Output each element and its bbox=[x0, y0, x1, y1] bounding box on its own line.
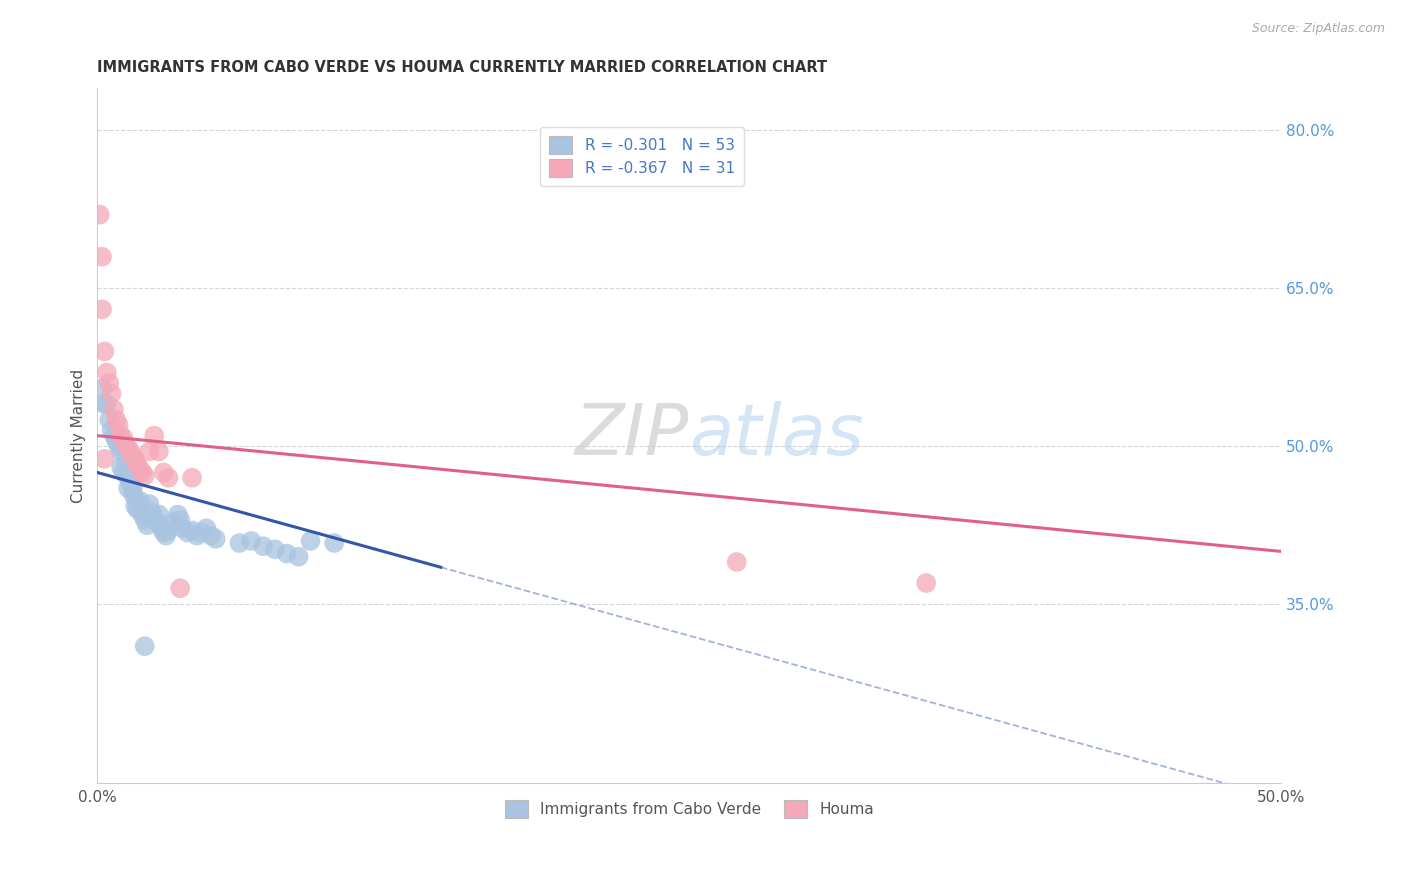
Point bbox=[124, 499, 146, 513]
Point bbox=[195, 521, 218, 535]
Point bbox=[117, 442, 139, 456]
Point bbox=[152, 466, 174, 480]
Point bbox=[107, 418, 129, 433]
Point bbox=[143, 510, 166, 524]
Point bbox=[287, 549, 309, 564]
Legend: Immigrants from Cabo Verde, Houma: Immigrants from Cabo Verde, Houma bbox=[499, 794, 880, 824]
Point bbox=[93, 451, 115, 466]
Point bbox=[169, 582, 191, 596]
Point bbox=[129, 494, 152, 508]
Point bbox=[105, 413, 128, 427]
Point bbox=[129, 462, 152, 476]
Point bbox=[176, 525, 198, 540]
Point bbox=[157, 524, 180, 538]
Point bbox=[264, 542, 287, 557]
Point bbox=[148, 508, 170, 522]
Point bbox=[200, 529, 222, 543]
Point bbox=[103, 402, 125, 417]
Point bbox=[152, 525, 174, 540]
Point bbox=[122, 481, 145, 495]
Point bbox=[110, 428, 132, 442]
Point bbox=[93, 397, 115, 411]
Text: atlas: atlas bbox=[689, 401, 865, 470]
Point bbox=[91, 250, 114, 264]
Point bbox=[181, 471, 204, 485]
Point bbox=[122, 450, 145, 464]
Point bbox=[150, 521, 173, 535]
Point bbox=[299, 533, 322, 548]
Point bbox=[96, 397, 118, 411]
Point bbox=[122, 486, 145, 500]
Point bbox=[323, 536, 346, 550]
Point bbox=[110, 444, 132, 458]
Point bbox=[162, 515, 184, 529]
Point bbox=[117, 471, 139, 485]
Text: ZIP: ZIP bbox=[575, 401, 689, 470]
Point bbox=[107, 439, 129, 453]
Point bbox=[145, 515, 167, 529]
Point bbox=[124, 491, 146, 506]
Point bbox=[240, 533, 263, 548]
Text: Source: ZipAtlas.com: Source: ZipAtlas.com bbox=[1251, 22, 1385, 36]
Point bbox=[120, 444, 142, 458]
Point bbox=[127, 502, 149, 516]
Point bbox=[915, 576, 938, 591]
Point bbox=[204, 532, 226, 546]
Point bbox=[112, 466, 135, 480]
Point bbox=[148, 444, 170, 458]
Point bbox=[186, 529, 208, 543]
Point bbox=[190, 525, 212, 540]
Y-axis label: Currently Married: Currently Married bbox=[72, 368, 86, 503]
Point bbox=[167, 508, 190, 522]
Point bbox=[89, 208, 111, 222]
Point bbox=[114, 451, 136, 466]
Point bbox=[136, 518, 159, 533]
Point bbox=[98, 413, 121, 427]
Point bbox=[127, 458, 149, 472]
Point bbox=[120, 476, 142, 491]
Point bbox=[117, 481, 139, 495]
Point bbox=[100, 386, 122, 401]
Point bbox=[96, 366, 118, 380]
Point bbox=[134, 468, 156, 483]
Point bbox=[157, 471, 180, 485]
Point bbox=[131, 508, 153, 522]
Point bbox=[143, 428, 166, 442]
Point bbox=[725, 555, 748, 569]
Point bbox=[98, 376, 121, 390]
Point bbox=[134, 513, 156, 527]
Point bbox=[105, 434, 128, 448]
Point bbox=[134, 639, 156, 653]
Point bbox=[91, 381, 114, 395]
Point bbox=[169, 513, 191, 527]
Point bbox=[112, 431, 135, 445]
Point bbox=[172, 521, 194, 535]
Point bbox=[124, 453, 146, 467]
Point bbox=[114, 437, 136, 451]
Point bbox=[138, 497, 160, 511]
Point bbox=[141, 506, 163, 520]
Point bbox=[131, 466, 153, 480]
Text: IMMIGRANTS FROM CABO VERDE VS HOUMA CURRENTLY MARRIED CORRELATION CHART: IMMIGRANTS FROM CABO VERDE VS HOUMA CURR… bbox=[97, 60, 828, 75]
Point bbox=[91, 302, 114, 317]
Point bbox=[181, 524, 204, 538]
Point bbox=[138, 444, 160, 458]
Point bbox=[93, 344, 115, 359]
Point bbox=[155, 529, 177, 543]
Point bbox=[228, 536, 250, 550]
Point bbox=[100, 423, 122, 437]
Point bbox=[252, 539, 274, 553]
Point bbox=[103, 428, 125, 442]
Point bbox=[276, 547, 298, 561]
Point bbox=[110, 460, 132, 475]
